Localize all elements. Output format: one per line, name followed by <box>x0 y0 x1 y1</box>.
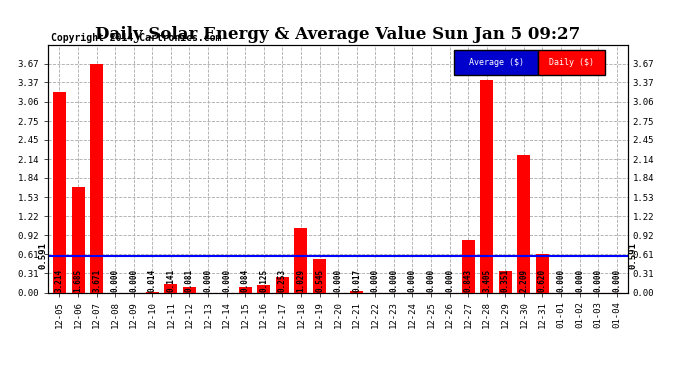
Text: 0.000: 0.000 <box>371 269 380 292</box>
Bar <box>239 287 252 292</box>
Text: 0.000: 0.000 <box>575 269 584 292</box>
Bar <box>276 277 289 292</box>
Text: 0.000: 0.000 <box>593 269 602 292</box>
Bar <box>295 228 308 292</box>
Text: 0.081: 0.081 <box>185 269 194 292</box>
Text: 0.000: 0.000 <box>557 269 566 292</box>
Text: 1.029: 1.029 <box>297 269 306 292</box>
Text: 0.084: 0.084 <box>241 269 250 292</box>
Text: Daily ($): Daily ($) <box>549 58 594 67</box>
Bar <box>183 288 196 292</box>
Text: 0.591: 0.591 <box>629 242 638 269</box>
Bar <box>536 254 549 292</box>
Bar <box>257 285 270 292</box>
Text: 2.209: 2.209 <box>520 269 529 292</box>
Text: 0.141: 0.141 <box>166 269 175 292</box>
Title: Daily Solar Energy & Average Value Sun Jan 5 09:27: Daily Solar Energy & Average Value Sun J… <box>95 27 581 44</box>
Text: 0.620: 0.620 <box>538 269 547 292</box>
Text: 0.000: 0.000 <box>426 269 435 292</box>
Text: 0.000: 0.000 <box>222 269 231 292</box>
Text: 0.000: 0.000 <box>612 269 621 292</box>
Bar <box>164 284 177 292</box>
Text: 0.351: 0.351 <box>501 269 510 292</box>
Text: 0.000: 0.000 <box>333 269 343 292</box>
Text: 0.014: 0.014 <box>148 269 157 292</box>
Text: 0.000: 0.000 <box>129 269 138 292</box>
Text: 0.591: 0.591 <box>39 242 48 269</box>
Text: 0.843: 0.843 <box>464 269 473 292</box>
Bar <box>72 188 85 292</box>
Bar <box>499 271 512 292</box>
Text: 0.017: 0.017 <box>352 269 361 292</box>
Bar <box>90 64 103 292</box>
Text: Copyright 2014 Cartronics.com: Copyright 2014 Cartronics.com <box>51 33 221 42</box>
Bar <box>462 240 475 292</box>
Text: 1.685: 1.685 <box>74 269 83 292</box>
Text: 3.214: 3.214 <box>55 269 64 292</box>
Text: 0.000: 0.000 <box>110 269 119 292</box>
Text: 0.000: 0.000 <box>389 269 398 292</box>
Bar <box>53 92 66 292</box>
Text: 0.000: 0.000 <box>408 269 417 292</box>
Text: 3.405: 3.405 <box>482 269 491 292</box>
FancyBboxPatch shape <box>538 50 604 75</box>
Text: 0.000: 0.000 <box>445 269 454 292</box>
Text: 0.545: 0.545 <box>315 269 324 292</box>
Bar <box>313 258 326 292</box>
FancyBboxPatch shape <box>454 50 538 75</box>
Bar <box>480 80 493 292</box>
Bar <box>351 291 363 292</box>
Text: 0.125: 0.125 <box>259 269 268 292</box>
Bar <box>518 155 531 292</box>
Text: 3.671: 3.671 <box>92 269 101 292</box>
Text: Average ($): Average ($) <box>469 58 524 67</box>
Text: 0.253: 0.253 <box>278 269 287 292</box>
Text: 0.000: 0.000 <box>204 269 213 292</box>
